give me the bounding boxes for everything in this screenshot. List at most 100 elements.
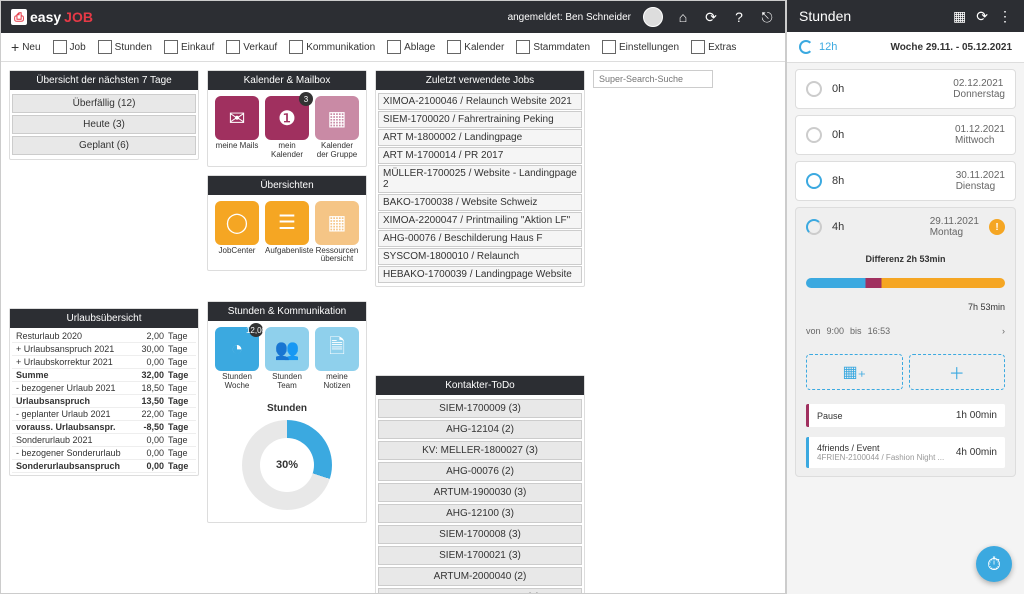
- tool-einstellungen[interactable]: Einstellungen: [602, 40, 679, 54]
- overview-row-overdue[interactable]: Überfällig (12): [12, 94, 196, 113]
- logo-text-job: JOB: [64, 9, 93, 25]
- add-calendar-button[interactable]: ▦₊: [806, 354, 903, 390]
- day-hours: 4h: [832, 221, 862, 233]
- day-hours: 0h: [832, 129, 862, 141]
- diff-label: Differenz 2h 53min: [806, 254, 1005, 264]
- vacation-row: - bezogener Urlaub 202118,50Tage: [12, 382, 196, 395]
- tile-badge: 12,00: [249, 323, 263, 337]
- hours-tile[interactable]: 🗎meine Notizen: [315, 327, 359, 391]
- contact-todo-item[interactable]: KV: SYSCOM-1800010 (2): [378, 588, 582, 593]
- entry-duration: 4h 00min: [956, 447, 997, 458]
- tool-extras[interactable]: Extras: [691, 40, 736, 54]
- panel-title: Übersichten: [208, 176, 366, 195]
- tile-label: mein Kalender: [265, 142, 309, 160]
- refresh-icon[interactable]: ⟳: [703, 9, 719, 25]
- job-item[interactable]: AHG-00076 / Beschilderung Haus F: [378, 230, 582, 247]
- logout-icon[interactable]: ⎋: [759, 9, 775, 25]
- refresh-icon[interactable]: ⟳: [976, 8, 988, 25]
- hours-donut-chart: 30%: [242, 420, 332, 510]
- panel-overview-7-days: Übersicht der nächsten 7 Tage Überfällig…: [9, 70, 199, 160]
- tile-label: Kalender der Gruppe: [315, 142, 359, 160]
- tile-icon: ✉: [215, 96, 259, 140]
- entry-title: Pause: [817, 411, 956, 421]
- hours-sidebar: Stunden ▦ ⟳ ⋮ 12h Woche 29.11. - 05.12.2…: [786, 0, 1024, 594]
- logo[interactable]: ⎙ easyJOB: [11, 9, 93, 25]
- warning-icon: !: [989, 219, 1005, 235]
- vacation-row: - geplanter Urlaub 202122,00Tage: [12, 408, 196, 421]
- time-range[interactable]: von9:00bis16:53›: [806, 322, 1005, 340]
- job-item[interactable]: MÜLLER-1700025 / Website - Landingpage 2: [378, 165, 582, 193]
- time-entry[interactable]: 4friends / Event4FRIEN-2100044 / Fashion…: [806, 437, 1005, 468]
- vacation-row: + Urlaubsanspruch 202130,00Tage: [12, 343, 196, 356]
- avatar[interactable]: [643, 7, 663, 27]
- contact-todo-item[interactable]: AHG-12100 (3): [378, 504, 582, 523]
- contact-todo-item[interactable]: SIEM-1700008 (3): [378, 525, 582, 544]
- tile-label: Stunden Woche: [215, 373, 259, 391]
- contact-todo-item[interactable]: AHG-12104 (2): [378, 420, 582, 439]
- contact-todo-item[interactable]: KV: MELLER-1800027 (3): [378, 441, 582, 460]
- panel-title: Stunden & Kommunikation: [208, 302, 366, 321]
- sidebar-title: Stunden: [799, 8, 851, 24]
- day-date: 01.12.2021Mittwoch: [955, 124, 1005, 146]
- tool-kalender[interactable]: Kalender: [447, 40, 504, 54]
- logo-text-easy: easy: [30, 9, 61, 25]
- tool-verkauf[interactable]: Verkauf: [226, 40, 277, 54]
- hours-tile[interactable]: 👥Stunden Team: [265, 327, 309, 391]
- calendar-icon[interactable]: ▦: [953, 8, 966, 25]
- tile-label: Stunden Team: [265, 373, 309, 391]
- job-item[interactable]: ART M-1800002 / Landingpage: [378, 129, 582, 146]
- day-card[interactable]: 8h30.11.2021Dienstag: [795, 161, 1016, 201]
- overview-tile[interactable]: ▦Ressourcen übersicht: [315, 201, 359, 265]
- job-item[interactable]: BAKO-1700038 / Website Schweiz: [378, 194, 582, 211]
- tool-stammdaten[interactable]: Stammdaten: [516, 40, 590, 54]
- tool-neu[interactable]: Neu: [11, 39, 41, 55]
- time-entry[interactable]: Pause1h 00min: [806, 404, 1005, 427]
- overview-tile[interactable]: ☰Aufgabenliste: [265, 201, 309, 265]
- tool-stunden[interactable]: Stunden: [98, 40, 152, 54]
- add-entry-button[interactable]: ＋: [909, 354, 1006, 390]
- day-date: 29.11.2021Montag: [930, 216, 979, 238]
- tool-ablage[interactable]: Ablage: [387, 40, 435, 54]
- calendar-tile[interactable]: ▦Kalender der Gruppe: [315, 96, 359, 160]
- overview-tile[interactable]: ◯JobCenter: [215, 201, 259, 265]
- entry-subtitle: 4FRIEN-2100044 / Fashion Night ...: [817, 453, 956, 462]
- day-ring-icon: [806, 219, 822, 235]
- home-icon[interactable]: ⌂: [675, 9, 691, 25]
- contact-todo-item[interactable]: ARTUM-2000040 (2): [378, 567, 582, 586]
- job-item[interactable]: ART M-1700014 / PR 2017: [378, 147, 582, 164]
- tool-kommunikation[interactable]: Kommunikation: [289, 40, 375, 54]
- contact-todo-item[interactable]: SIEM-1700021 (3): [378, 546, 582, 565]
- job-item[interactable]: XIMOA-2100046 / Relaunch Website 2021: [378, 93, 582, 110]
- super-search-input[interactable]: [593, 70, 713, 88]
- calendar-tile[interactable]: ❶3mein Kalender: [265, 96, 309, 160]
- day-card[interactable]: 0h 01.12.2021Mittwoch: [795, 115, 1016, 155]
- week-summary[interactable]: 12h Woche 29.11. - 05.12.2021: [787, 32, 1024, 63]
- help-icon[interactable]: ?: [731, 9, 747, 25]
- diff-total: 7h 53min: [806, 302, 1005, 312]
- contact-todo-item[interactable]: ARTUM-1900030 (3): [378, 483, 582, 502]
- tile-label: meine Mails: [215, 142, 259, 151]
- progress-arc-icon: [799, 40, 813, 54]
- day-card[interactable]: 0h02.12.2021Donnerstag: [795, 69, 1016, 109]
- tool-einkauf[interactable]: Einkauf: [164, 40, 214, 54]
- overview-row-today[interactable]: Heute (3): [12, 115, 196, 134]
- job-item[interactable]: SYSCOM-1800010 / Relaunch: [378, 248, 582, 265]
- panel-title: Urlaubsübersicht: [10, 309, 198, 328]
- chevron-right-icon: ›: [1002, 326, 1005, 336]
- day-ring-icon: [806, 173, 822, 189]
- day-hours: 0h: [832, 83, 862, 95]
- overview-row-planned[interactable]: Geplant (6): [12, 136, 196, 155]
- job-item[interactable]: HEBAKO-1700039 / Landingpage Website: [378, 266, 582, 283]
- panel-overviews: Übersichten ◯JobCenter☰Aufgabenliste▦Res…: [207, 175, 367, 272]
- hours-tile[interactable]: ◔12,00Stunden Woche: [215, 327, 259, 391]
- contact-todo-item[interactable]: AHG-00076 (2): [378, 462, 582, 481]
- kebab-menu-icon[interactable]: ⋮: [998, 8, 1012, 25]
- job-item[interactable]: SIEM-1700020 / Fahrertraining Peking: [378, 111, 582, 128]
- panel-vacation: Urlaubsübersicht Resturlaub 20202,00Tage…: [9, 308, 199, 476]
- job-item[interactable]: XIMOA-2200047 / Printmailing "Aktion LF": [378, 212, 582, 229]
- fab-timer-button[interactable]: ⏱: [976, 546, 1012, 582]
- contact-todo-item[interactable]: SIEM-1700009 (3): [378, 399, 582, 418]
- week-range: Woche 29.11. - 05.12.2021: [890, 42, 1012, 53]
- calendar-tile[interactable]: ✉ meine Mails: [215, 96, 259, 160]
- tool-job[interactable]: Job: [53, 40, 86, 54]
